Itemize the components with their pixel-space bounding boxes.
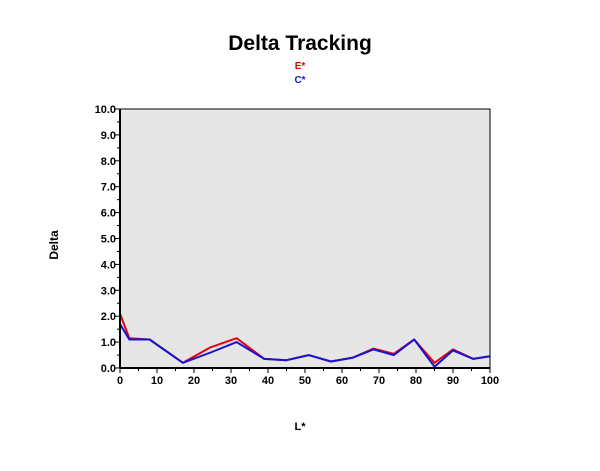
x-tick-label: 100 [481, 375, 499, 387]
x-tick-label: 60 [336, 375, 348, 387]
y-tick-label: 1.0 [101, 337, 116, 349]
x-tick-label: 30 [225, 375, 237, 387]
y-tick-label: 7.0 [101, 182, 116, 194]
y-tick-label: 5.0 [101, 234, 116, 246]
x-tick-label: 80 [410, 375, 422, 387]
y-tick-label: 4.0 [101, 259, 116, 271]
y-tick-label: 10.0 [95, 104, 116, 116]
y-tick-label: 2.0 [101, 311, 116, 323]
y-tick-label: 0.0 [101, 363, 116, 375]
x-axis-label: L* [294, 421, 306, 433]
legend-entry-c: C* [294, 75, 306, 86]
chart-title: Delta Tracking [228, 32, 372, 55]
x-tick-label: 0 [117, 375, 123, 387]
plot-background [120, 109, 490, 368]
x-tick-label: 70 [373, 375, 385, 387]
x-tick-label: 50 [299, 375, 311, 387]
y-tick-label: 6.0 [101, 208, 116, 220]
series-line-c [119, 323, 491, 368]
axis-layer: 0.0 1.0 2.0 3.0 4.0 5.0 6.0 7.0 8.0 9.0 10.0 0 10 20 3… [95, 104, 500, 387]
x-tick-label: 90 [447, 375, 459, 387]
series-layer [119, 313, 491, 368]
x-tick-label: 10 [151, 375, 163, 387]
x-tick-label: 40 [262, 375, 274, 387]
y-tick-label: 3.0 [101, 285, 116, 297]
y-tick-label: 9.0 [101, 130, 116, 142]
legend-entry-e: E* [294, 61, 306, 72]
y-tick-label: 8.0 [101, 156, 116, 168]
x-tick-label: 20 [188, 375, 200, 387]
